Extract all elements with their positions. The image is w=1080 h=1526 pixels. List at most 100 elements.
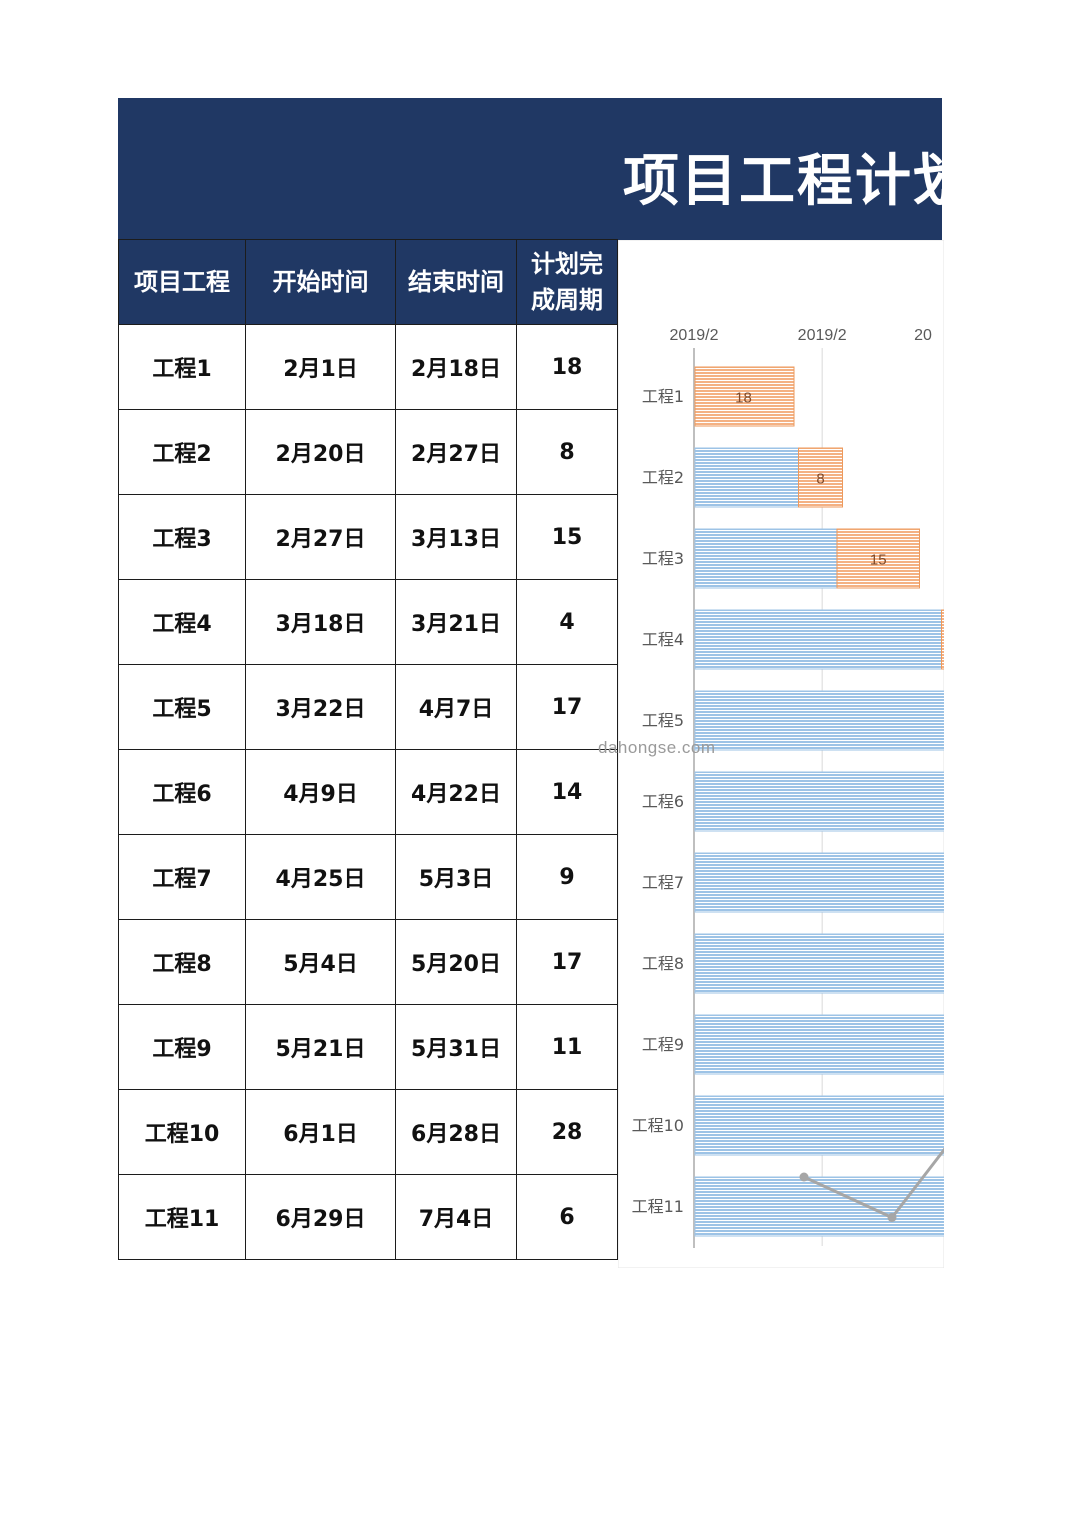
cell-project: 工程9 — [118, 1004, 246, 1090]
plan-table: 项目工程 开始时间 结束时间 计划完成周期 工程1 2月1日 2月18日 18 工程2 2… — [118, 239, 618, 1260]
header-start: 开始时间 — [245, 239, 396, 325]
cell-start: 5月4日 — [245, 919, 396, 1005]
cell-start: 5月21日 — [245, 1004, 396, 1090]
header-duration: 计划完成周期 — [516, 239, 618, 325]
category-label: 工程5 — [642, 711, 684, 730]
overlay-line — [803, 1147, 944, 1220]
offset-bar — [694, 852, 944, 913]
cell-start: 6月1日 — [245, 1089, 396, 1175]
header-duration-label: 计划完成周期 — [531, 250, 603, 314]
spreadsheet: 项目工程计划 项目工程 开始时间 结束时间 计划完成周期 工程1 2月1日 2月18… — [118, 98, 944, 1268]
cell-duration: 4 — [516, 579, 618, 665]
offset-bar — [694, 1095, 944, 1156]
cell-duration: 17 — [516, 919, 618, 1005]
duration-bar — [836, 528, 920, 589]
offset-bar — [694, 447, 799, 508]
cell-duration: 18 — [516, 324, 618, 410]
cell-project: 工程3 — [118, 494, 246, 580]
cell-end: 3月13日 — [395, 494, 517, 580]
category-label: 工程8 — [642, 954, 684, 973]
watermark: dahongse.com — [598, 738, 716, 757]
x-tick-label: 20 — [914, 327, 932, 344]
offset-bar — [694, 1014, 944, 1075]
table-row: 工程6 4月9日 4月22日 14 — [118, 749, 618, 835]
cell-duration: 9 — [516, 834, 618, 920]
cell-end: 5月31日 — [395, 1004, 517, 1090]
x-tick-label: 2019/2 — [798, 327, 847, 344]
cell-duration: 17 — [516, 664, 618, 750]
duration-bar — [694, 366, 795, 427]
category-label: 工程9 — [642, 1035, 684, 1054]
cell-project: 工程2 — [118, 409, 246, 495]
category-label: 工程6 — [642, 792, 684, 811]
cell-duration: 6 — [516, 1174, 618, 1260]
table-row: 工程7 4月25日 5月3日 9 — [118, 834, 618, 920]
cell-start: 4月25日 — [245, 834, 396, 920]
cell-start: 2月1日 — [245, 324, 396, 410]
cell-duration: 14 — [516, 749, 618, 835]
cell-project: 工程8 — [118, 919, 246, 1005]
cell-end: 6月28日 — [395, 1089, 517, 1175]
cell-project: 工程5 — [118, 664, 246, 750]
cell-end: 5月3日 — [395, 834, 517, 920]
cell-start: 6月29日 — [245, 1174, 396, 1260]
offset-bar — [694, 528, 838, 589]
category-label: 工程2 — [642, 468, 684, 487]
category-label: 工程7 — [642, 873, 684, 892]
cell-end: 4月7日 — [395, 664, 517, 750]
cell-project: 工程11 — [118, 1174, 246, 1260]
cell-duration: 15 — [516, 494, 618, 580]
table-row: 工程10 6月1日 6月28日 28 — [118, 1089, 618, 1175]
table-row: 工程8 5月4日 5月20日 17 — [118, 919, 618, 1005]
data-label: 15 — [870, 552, 887, 569]
duration-bar — [941, 609, 944, 670]
header-row: 项目工程 开始时间 结束时间 计划完成周期 — [118, 239, 618, 325]
cell-duration: 28 — [516, 1089, 618, 1175]
cell-duration: 8 — [516, 409, 618, 495]
cell-start: 3月18日 — [245, 579, 396, 665]
table-row: 工程9 5月21日 5月31日 11 — [118, 1004, 618, 1090]
title-banner: 项目工程计划 — [118, 98, 942, 240]
offset-bar — [694, 1176, 944, 1237]
data-label: 8 — [816, 471, 824, 488]
cell-start: 4月9日 — [245, 749, 396, 835]
cell-end: 2月27日 — [395, 409, 517, 495]
cell-start: 2月27日 — [245, 494, 396, 580]
category-label: 工程3 — [642, 549, 684, 568]
cell-end: 5月20日 — [395, 919, 517, 1005]
header-end: 结束时间 — [395, 239, 517, 325]
table-row: 工程5 3月22日 4月7日 17 — [118, 664, 618, 750]
cell-duration: 11 — [516, 1004, 618, 1090]
offset-bar — [694, 690, 944, 751]
cell-end: 4月22日 — [395, 749, 517, 835]
header-project: 项目工程 — [118, 239, 246, 325]
table-row: 工程1 2月1日 2月18日 18 — [118, 324, 618, 410]
table-row: 工程3 2月27日 3月13日 15 — [118, 494, 618, 580]
cell-start: 2月20日 — [245, 409, 396, 495]
cell-end: 2月18日 — [395, 324, 517, 410]
cell-end: 3月21日 — [395, 579, 517, 665]
category-label: 工程1 — [642, 387, 684, 406]
table-row: 工程11 6月29日 7月4日 6 — [118, 1174, 618, 1260]
offset-bar — [694, 609, 942, 670]
category-label: 工程11 — [632, 1197, 684, 1216]
cell-project: 工程10 — [118, 1089, 246, 1175]
cell-end: 7月4日 — [395, 1174, 517, 1260]
duration-bar — [798, 447, 843, 508]
category-label: 工程4 — [642, 630, 684, 649]
table-row: 工程2 2月20日 2月27日 8 — [118, 409, 618, 495]
cell-project: 工程4 — [118, 579, 246, 665]
cell-project: 工程7 — [118, 834, 246, 920]
cell-project: 工程1 — [118, 324, 246, 410]
sheet-title: 项目工程计划 — [623, 149, 942, 214]
x-tick-label: 2019/2 — [670, 327, 719, 344]
overlay-point — [887, 1213, 897, 1222]
category-label: 工程10 — [632, 1116, 684, 1135]
gantt-chart: 2019/2 2019/2 20 工程1 18 工程2 8 工程3 15 工程4 工程5 工程6 工程7… — [618, 240, 944, 1268]
table-row: 工程4 3月18日 3月21日 4 — [118, 579, 618, 665]
overlay-point — [799, 1172, 809, 1182]
offset-bar — [694, 933, 944, 994]
cell-start: 3月22日 — [245, 664, 396, 750]
data-label: 18 — [735, 390, 752, 407]
offset-bar — [694, 771, 944, 832]
